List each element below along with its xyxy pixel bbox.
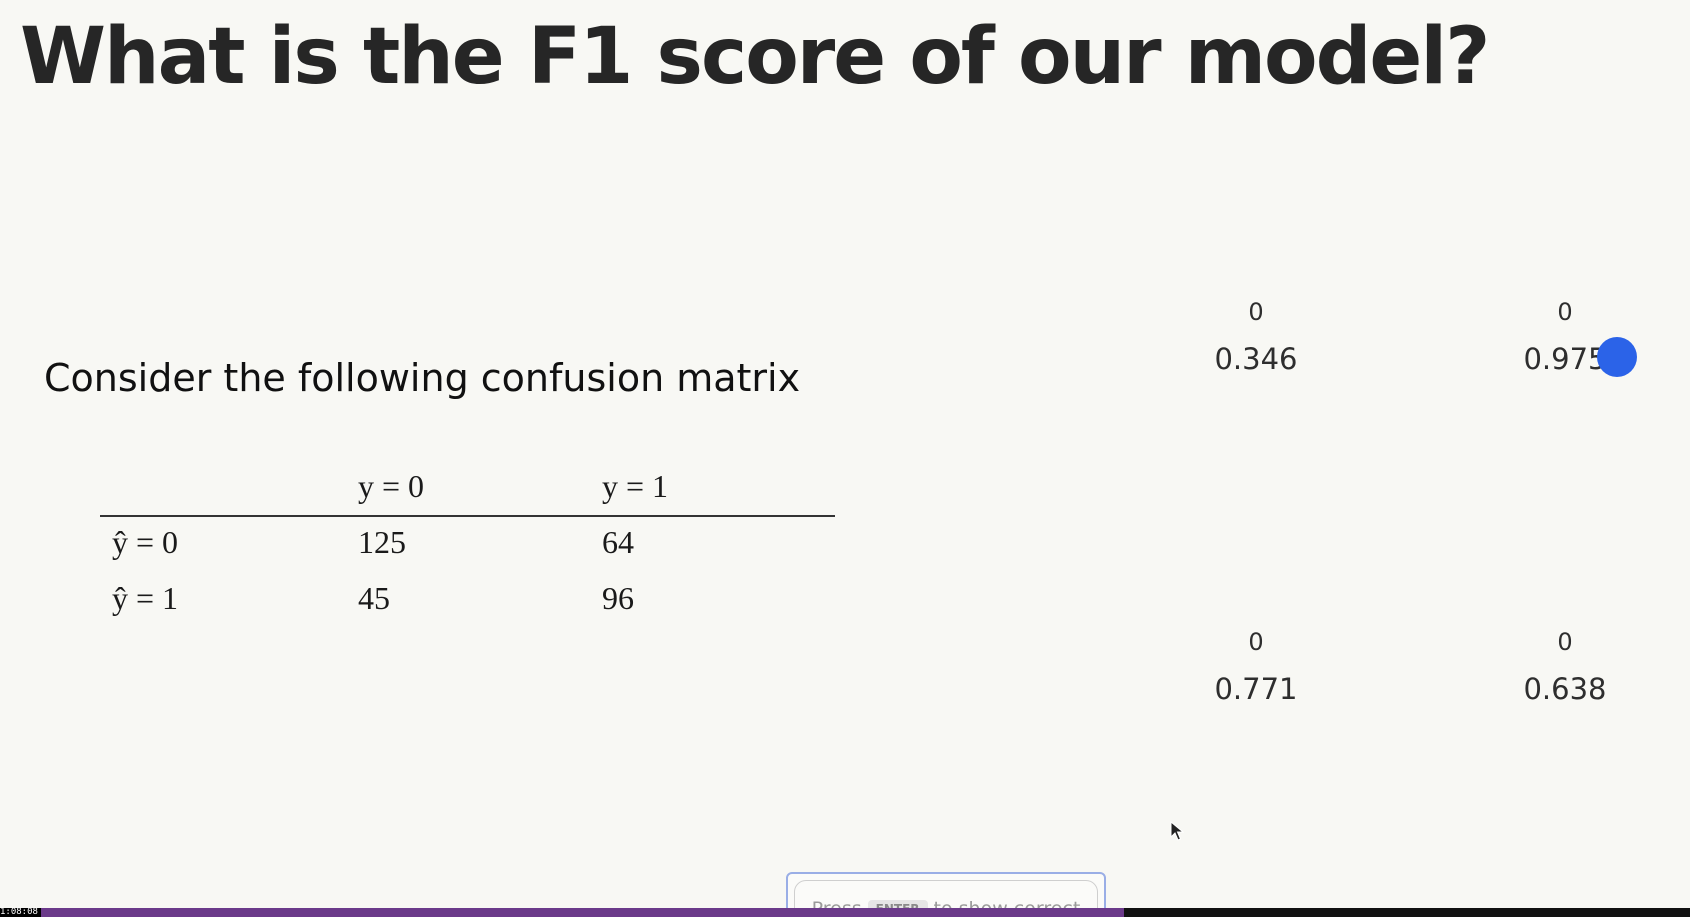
- matrix-cell: 45: [358, 580, 390, 616]
- answer-option-b[interactable]: 0 0.975: [1465, 297, 1665, 379]
- matrix-cell: 96: [602, 580, 634, 616]
- show-correct-prompt-inner: Press ENTER to show correct: [794, 880, 1098, 908]
- option-vote-count: 0: [1248, 628, 1264, 656]
- laser-pointer-dot: [1597, 337, 1637, 377]
- matrix-row: ŷ = 1 45 96: [100, 574, 835, 630]
- option-value: 0.975: [1523, 342, 1607, 376]
- matrix-row-label: ŷ = 1: [112, 580, 179, 616]
- confusion-matrix: y = 0 y = 1 ŷ = 0 125 64 ŷ = 1 45 96: [100, 462, 835, 630]
- answer-option-a[interactable]: 0 0.346: [1156, 297, 1356, 379]
- option-value: 0.771: [1214, 672, 1298, 706]
- mouse-cursor-icon: [1170, 821, 1184, 841]
- matrix-header-y1: y = 1: [602, 468, 669, 504]
- video-progress-fill: [0, 908, 1124, 917]
- matrix-divider: [100, 515, 835, 517]
- option-vote-count: 0: [1557, 628, 1573, 656]
- matrix-row: ŷ = 0 125 64: [100, 518, 835, 574]
- answer-option-d[interactable]: 0 0.638: [1465, 627, 1665, 709]
- matrix-row-label: ŷ = 0: [112, 524, 179, 560]
- slide-title: What is the F1 score of our model?: [20, 12, 1490, 102]
- option-vote-count: 0: [1248, 298, 1264, 326]
- slide-subtitle: Consider the following confusion matrix: [44, 356, 801, 400]
- option-vote-count: 0: [1557, 298, 1573, 326]
- video-progress-bar[interactable]: [0, 908, 1690, 917]
- option-value: 0.346: [1214, 342, 1298, 376]
- video-time-label: 1:08:08: [0, 908, 41, 917]
- enter-key-badge: ENTER: [867, 900, 928, 908]
- show-correct-prompt[interactable]: Press ENTER to show correct: [786, 872, 1106, 908]
- answer-option-c[interactable]: 0 0.771: [1156, 627, 1356, 709]
- matrix-cell: 125: [358, 524, 406, 560]
- prompt-text-after: to show correct: [934, 898, 1081, 908]
- matrix-header-y0: y = 0: [358, 468, 425, 504]
- prompt-text-before: Press: [812, 898, 862, 908]
- matrix-header-row: y = 0 y = 1: [100, 462, 835, 518]
- matrix-cell: 64: [602, 524, 634, 560]
- option-value: 0.638: [1523, 672, 1607, 706]
